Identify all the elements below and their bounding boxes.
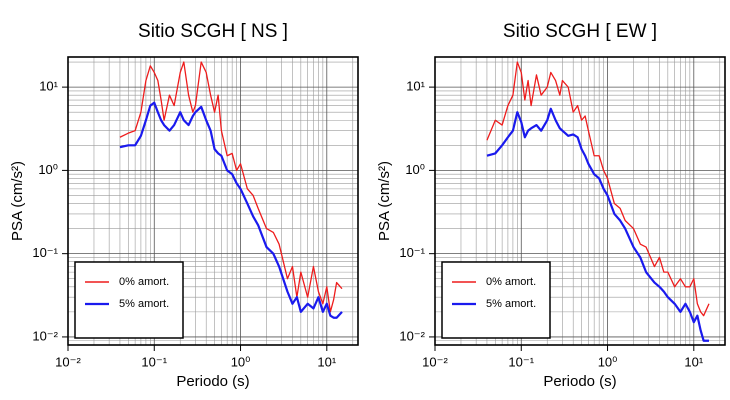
legend-label: 0% amort. bbox=[486, 276, 536, 288]
panel: 10⁻² 10⁻¹ 10⁰ 10¹ 10⁻² 10⁻¹ 10⁰ 10¹ 0% amort. 5% … bbox=[376, 21, 726, 390]
x-tick-label: 10⁰ bbox=[598, 354, 618, 369]
y-tick-label: 10⁰ bbox=[405, 162, 425, 177]
plot-frame bbox=[67, 56, 359, 346]
x-tick-label: 10⁻¹ bbox=[141, 354, 167, 369]
x-tick-label: 10¹ bbox=[684, 354, 703, 369]
x-tick-label: 10⁻² bbox=[422, 354, 448, 369]
chart-title: Sitio SCGH [ EW ] bbox=[503, 21, 657, 42]
x-tick-label: 10⁻² bbox=[55, 354, 81, 369]
legend-box bbox=[441, 261, 551, 339]
y-tick-label: 10⁻¹ bbox=[399, 245, 425, 260]
y-tick-label: 10¹ bbox=[39, 79, 58, 94]
x-tick-label: 10⁻¹ bbox=[508, 354, 534, 369]
y-tick-label: 10⁻² bbox=[399, 328, 425, 343]
legend-box bbox=[74, 261, 184, 339]
y-tick-label: 10⁻¹ bbox=[32, 245, 58, 260]
data-line bbox=[119, 101, 343, 319]
y-axis-label: PSA (cm/s²) bbox=[376, 161, 393, 241]
data-line bbox=[119, 61, 343, 313]
plot-frame bbox=[434, 56, 726, 346]
legend-label: 5% amort. bbox=[119, 298, 169, 310]
y-tick-label: 10⁰ bbox=[38, 162, 58, 177]
legend-label: 0% amort. bbox=[119, 276, 169, 288]
data-line bbox=[486, 61, 710, 317]
y-tick-label: 10¹ bbox=[406, 79, 425, 94]
data-line bbox=[486, 107, 709, 342]
y-axis-label: PSA (cm/s²) bbox=[9, 161, 26, 241]
panel: 10⁻² 10⁻¹ 10⁰ 10¹ 10⁻² 10⁻¹ 10⁰ 10¹ 0% amort. 5% … bbox=[9, 21, 359, 390]
legend-label: 5% amort. bbox=[486, 298, 536, 310]
y-tick-label: 10⁻² bbox=[32, 328, 58, 343]
chart-title: Sitio SCGH [ NS ] bbox=[138, 21, 288, 42]
x-tick-label: 10⁰ bbox=[231, 354, 251, 369]
x-axis-label: Periodo (s) bbox=[176, 373, 249, 390]
x-tick-label: 10¹ bbox=[317, 354, 336, 369]
x-axis-label: Periodo (s) bbox=[543, 373, 616, 390]
